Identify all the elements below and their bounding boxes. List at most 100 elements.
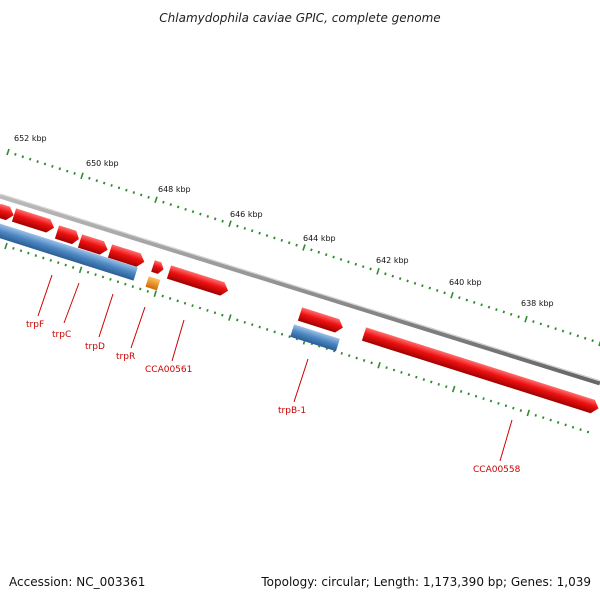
- minor-tick: [487, 305, 491, 309]
- minor-tick: [198, 306, 202, 310]
- minor-tick: [139, 193, 143, 197]
- gene-arrow-trpR[interactable]: [107, 244, 147, 268]
- minor-tick: [361, 265, 365, 269]
- major-tick: [376, 268, 380, 275]
- minor-tick: [287, 241, 291, 245]
- genome-backbone-highlight: [0, 193, 600, 382]
- minor-tick: [273, 236, 276, 240]
- minor-tick: [472, 301, 476, 304]
- minor-tick: [384, 272, 387, 276]
- minor-tick: [94, 273, 97, 277]
- gene-arrow-trpB-1-forward[interactable]: [297, 307, 345, 334]
- minor-tick: [58, 167, 62, 171]
- gene-arrow-trpF[interactable]: [11, 208, 56, 234]
- minor-tick: [539, 322, 543, 326]
- minor-tick: [564, 423, 567, 427]
- minor-tick: [183, 301, 187, 305]
- ruler-label: 650 kbp: [86, 159, 119, 168]
- ruler-label: 652 kbp: [14, 134, 47, 143]
- minor-tick: [369, 267, 372, 271]
- minor-tick: [406, 279, 409, 283]
- minor-tick: [428, 286, 432, 290]
- major-tick: [228, 220, 232, 227]
- major-tick: [80, 172, 84, 180]
- gene-arrow-trpB-1[interactable]: [290, 324, 340, 352]
- minor-tick: [459, 390, 463, 393]
- ruler-labels: 652 kbp 650 kbp 648 kbp 646 kbp 644 kbp …: [14, 134, 554, 308]
- minor-tick: [43, 162, 47, 166]
- minor-tick: [280, 238, 284, 242]
- gene-label-trpD[interactable]: trpD: [85, 342, 105, 352]
- minor-tick: [110, 184, 113, 187]
- minor-tick: [213, 311, 217, 315]
- map-title: Chlamydophila caviae GPIC, complete geno…: [159, 11, 440, 25]
- minor-tick: [71, 266, 75, 269]
- minor-tick: [579, 428, 582, 432]
- minor-tick: [340, 351, 343, 355]
- gene-arrow-regulatory[interactable]: [145, 276, 161, 291]
- minor-tick: [131, 285, 135, 288]
- minor-tick: [236, 224, 239, 228]
- minor-tick: [243, 320, 246, 324]
- gene-arrow-reverse-long[interactable]: [0, 221, 138, 281]
- minor-tick: [132, 191, 136, 194]
- gene-arrow-trpD[interactable]: [77, 234, 110, 256]
- minor-tick: [339, 258, 343, 261]
- ruler-label: 644 kbp: [303, 234, 336, 243]
- minor-tick: [64, 263, 67, 267]
- gene-arrow-CCA00561[interactable]: [166, 265, 230, 297]
- minor-tick: [422, 378, 426, 381]
- minor-tick: [474, 394, 478, 398]
- minor-tick: [265, 328, 269, 331]
- major-tick: [228, 314, 232, 321]
- minor-tick: [458, 296, 461, 300]
- minor-tick: [489, 399, 493, 403]
- major-tick: [302, 244, 306, 251]
- minor-tick: [88, 176, 91, 180]
- minor-tick: [36, 160, 39, 163]
- ruler-label: 642 kbp: [376, 256, 409, 265]
- leader-line: [499, 419, 513, 462]
- minor-tick: [147, 195, 150, 199]
- minor-tick: [258, 231, 261, 235]
- gene-label-trpR[interactable]: trpR: [116, 352, 135, 362]
- minor-tick: [348, 354, 351, 358]
- minor-tick: [549, 418, 552, 422]
- minor-tick: [28, 157, 32, 161]
- major-tick: [598, 340, 600, 347]
- minor-tick: [49, 258, 52, 262]
- gene-arrow-small[interactable]: [151, 260, 165, 275]
- minor-tick: [280, 332, 284, 336]
- minor-tick: [413, 281, 417, 285]
- gene-label-CCA00561[interactable]: CCA00561: [145, 365, 192, 375]
- minor-tick: [139, 287, 142, 291]
- minor-tick: [101, 275, 105, 279]
- gene-label-trpF[interactable]: trpF: [26, 320, 44, 330]
- minor-tick: [21, 155, 25, 159]
- minor-tick: [34, 254, 38, 257]
- gene-label-trpC[interactable]: trpC: [52, 330, 71, 340]
- minor-tick: [407, 373, 411, 377]
- minor-tick: [250, 229, 254, 233]
- minor-tick: [517, 315, 520, 319]
- gene-arrow-trpC[interactable]: [54, 225, 81, 245]
- minor-tick: [206, 308, 209, 312]
- major-tick: [153, 290, 157, 297]
- gene-label-trpB-1[interactable]: trpB-1: [278, 406, 306, 416]
- minor-tick: [546, 324, 550, 328]
- major-tick: [450, 291, 454, 299]
- leader-line: [293, 358, 309, 403]
- minor-tick: [437, 382, 440, 386]
- gene-label-CCA00558[interactable]: CCA00558: [473, 465, 521, 475]
- gene-arrow-edge[interactable]: [0, 203, 16, 222]
- ruler-label: 646 kbp: [230, 210, 263, 219]
- minor-tick: [116, 280, 120, 284]
- gene-arrow-CCA00558[interactable]: [361, 327, 600, 415]
- minor-tick: [509, 312, 513, 316]
- minor-tick: [243, 226, 247, 230]
- minor-tick: [57, 261, 60, 265]
- minor-tick: [191, 210, 195, 214]
- minor-tick: [221, 219, 224, 223]
- minor-tick: [273, 330, 276, 334]
- forward-strand-track: [0, 203, 600, 415]
